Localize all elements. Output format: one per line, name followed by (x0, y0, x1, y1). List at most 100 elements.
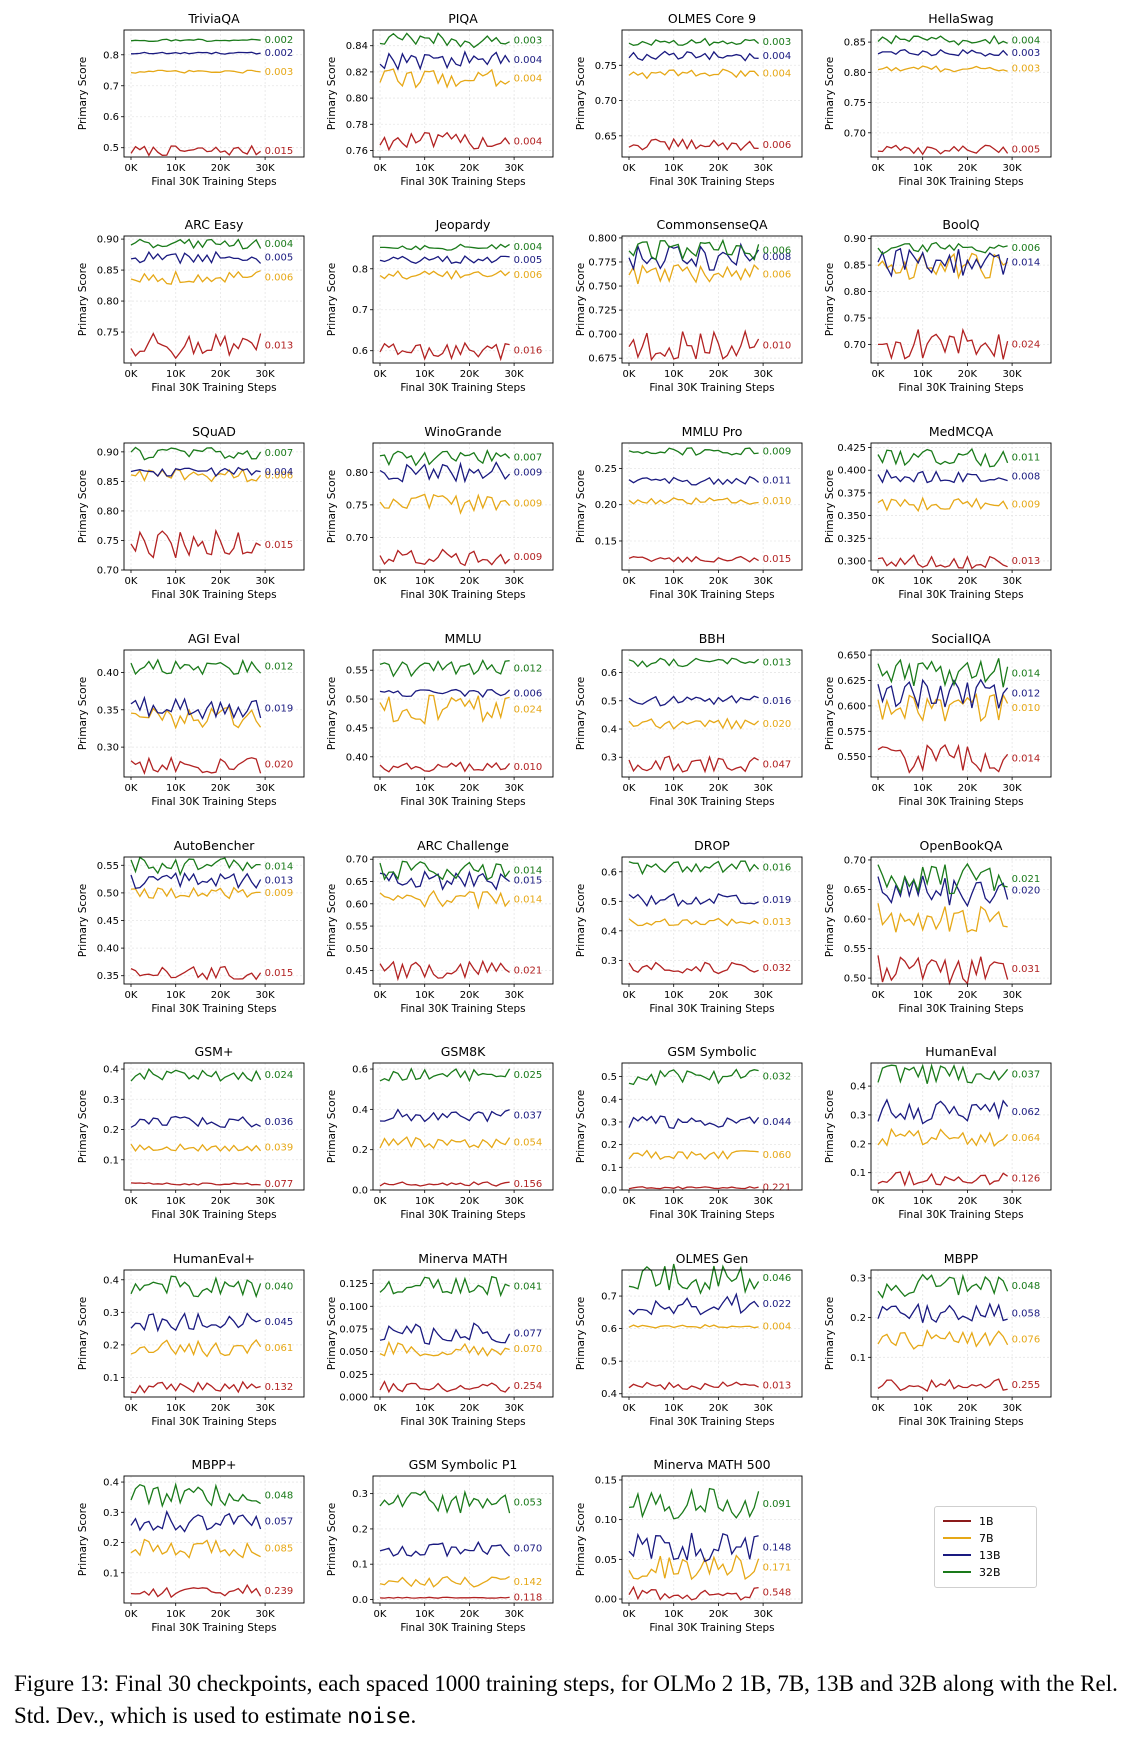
y-tick-label: 0.1 (601, 1163, 617, 1174)
y-tick-label: 0.55 (346, 922, 368, 933)
x-tick-label: 30K (1002, 163, 1022, 174)
series-line-13b (130, 1509, 262, 1533)
y-tick-label: 0.1 (103, 1373, 119, 1384)
y-tick-label: 0.85 (844, 261, 866, 272)
series-line-32b (877, 862, 1008, 895)
x-axis-label: Final 30K Training Steps (151, 1622, 276, 1634)
y-tick-label: 0.625 (837, 676, 866, 687)
y-tick-label: 0.2 (103, 1125, 119, 1136)
x-tick-label: 20K (460, 1196, 480, 1207)
series-line-32b (628, 657, 760, 668)
series-line-1b (130, 332, 262, 360)
y-tick-label: 0.650 (837, 651, 866, 662)
y-tick-label: 0.425 (837, 443, 866, 454)
y-tick-label: 0.40 (97, 944, 119, 955)
y-tick-label: 0.575 (837, 727, 866, 738)
series-line-7b (130, 1143, 262, 1153)
x-tick-label: 10K (913, 163, 933, 174)
series-line-7b (877, 496, 1009, 513)
series-line-7b (130, 706, 262, 730)
x-tick-label: 10K (166, 1196, 186, 1207)
noise-label-7b: 0.070 (514, 1344, 543, 1355)
y-tick-label: 0.45 (346, 966, 368, 977)
y-tick-label: 0.90 (844, 234, 866, 245)
x-axis-label: Final 30K Training Steps (400, 176, 525, 188)
legend-swatch-32b (943, 1571, 971, 1573)
subplot-title: MBPP (944, 1251, 979, 1266)
noise-label-13b: 0.005 (265, 253, 294, 264)
series-line-7b (130, 69, 261, 74)
y-tick-label: 0.5 (601, 1072, 617, 1083)
subplot-title: MBPP+ (192, 1457, 237, 1472)
noise-label-13b: 0.044 (763, 1117, 792, 1128)
series-line-7b (130, 886, 261, 900)
subplot-title: Minerva MATH (418, 1251, 507, 1266)
x-tick-label: 20K (709, 990, 729, 1001)
noise-label-13b: 0.148 (763, 1542, 792, 1553)
y-tick-label: 0.4 (850, 1082, 866, 1093)
noise-label-7b: 0.039 (265, 1143, 294, 1154)
noise-label-13b: 0.004 (265, 467, 294, 478)
series-line-7b (379, 269, 511, 280)
legend-label-13b: 13B (979, 1548, 1001, 1562)
noise-label-13b: 0.004 (763, 51, 792, 62)
y-tick-label: 0.75 (346, 500, 368, 511)
y-tick-label: 0.3 (601, 956, 617, 967)
x-tick-label: 0K (374, 369, 387, 380)
y-tick-label: 0.3 (601, 1117, 617, 1128)
x-axis-label: Final 30K Training Steps (151, 1209, 276, 1221)
series-line-13b (877, 678, 1009, 710)
y-axis-label: Primary Score (77, 470, 89, 543)
noise-label-32b: 0.032 (763, 1072, 792, 1083)
noise-label-13b: 0.009 (514, 467, 543, 478)
y-axis-label: Primary Score (575, 1297, 587, 1370)
subplot-title: HumanEval+ (173, 1251, 255, 1266)
y-tick-label: 0.70 (595, 96, 617, 107)
x-tick-label: 20K (460, 163, 480, 174)
noise-label-7b: 0.060 (763, 1150, 792, 1161)
y-tick-label: 0.1 (103, 1568, 119, 1579)
x-tick-label: 0K (623, 163, 636, 174)
x-axis-label: Final 30K Training Steps (151, 1003, 276, 1015)
y-tick-label: 0.7 (352, 305, 368, 316)
series-line-7b (628, 917, 759, 927)
y-tick-label: 0.45 (346, 723, 368, 734)
series-line-1b (379, 1181, 510, 1187)
y-axis-label: Primary Score (824, 1090, 836, 1163)
noise-label-7b: 0.006 (265, 470, 294, 481)
noise-label-32b: 0.004 (265, 239, 294, 250)
y-axis-label: Primary Score (575, 57, 587, 130)
y-tick-label: 0.0 (601, 1186, 617, 1197)
noise-label-32b: 0.016 (763, 862, 792, 873)
x-tick-label: 10K (166, 1609, 186, 1620)
x-tick-label: 10K (664, 1403, 684, 1414)
y-tick-label: 0.6 (601, 1324, 617, 1335)
subplot-arc-easy: 0.013 0.006 0.005 0.004 0.75 0.80 0.85 0.90 0K 10… (77, 217, 305, 394)
x-axis-label: Final 30K Training Steps (400, 589, 525, 601)
series-line-32b (877, 658, 1009, 688)
y-axis-label: Primary Score (575, 263, 587, 336)
y-tick-label: 0.1 (352, 1560, 368, 1571)
x-tick-label: 30K (753, 1403, 773, 1414)
plot-frame (123, 1269, 305, 1398)
plot-frame (870, 1062, 1052, 1191)
series-line-7b (379, 1575, 510, 1588)
series-line-7b (877, 252, 1008, 280)
x-tick-label: 0K (623, 990, 636, 1001)
y-axis-label: Primary Score (326, 263, 338, 336)
subplot-title: TriviaQA (187, 11, 240, 26)
subplot-humaneval: 0.126 0.064 0.062 0.037 0.1 0.2 0.3 0.4 0K 10K 20K… (824, 1044, 1052, 1221)
noise-label-32b: 0.021 (1012, 874, 1041, 885)
x-tick-label: 20K (958, 783, 978, 794)
series-line-7b (628, 1554, 760, 1581)
subplot-triviaqa: 0.015 0.003 0.002 0.002 0.5 0.6 0.7 0.8 0K 10K 20K… (77, 11, 305, 188)
y-axis-label: Primary Score (77, 677, 89, 750)
noise-label-13b: 0.016 (763, 696, 792, 707)
x-tick-label: 20K (460, 1609, 480, 1620)
series-line-32b (379, 448, 511, 467)
series-line-1b (130, 528, 261, 559)
series-line-32b (877, 241, 1008, 255)
plot-frame (372, 856, 554, 985)
y-tick-label: 0.70 (346, 533, 368, 544)
y-tick-label: 0.775 (588, 257, 617, 268)
